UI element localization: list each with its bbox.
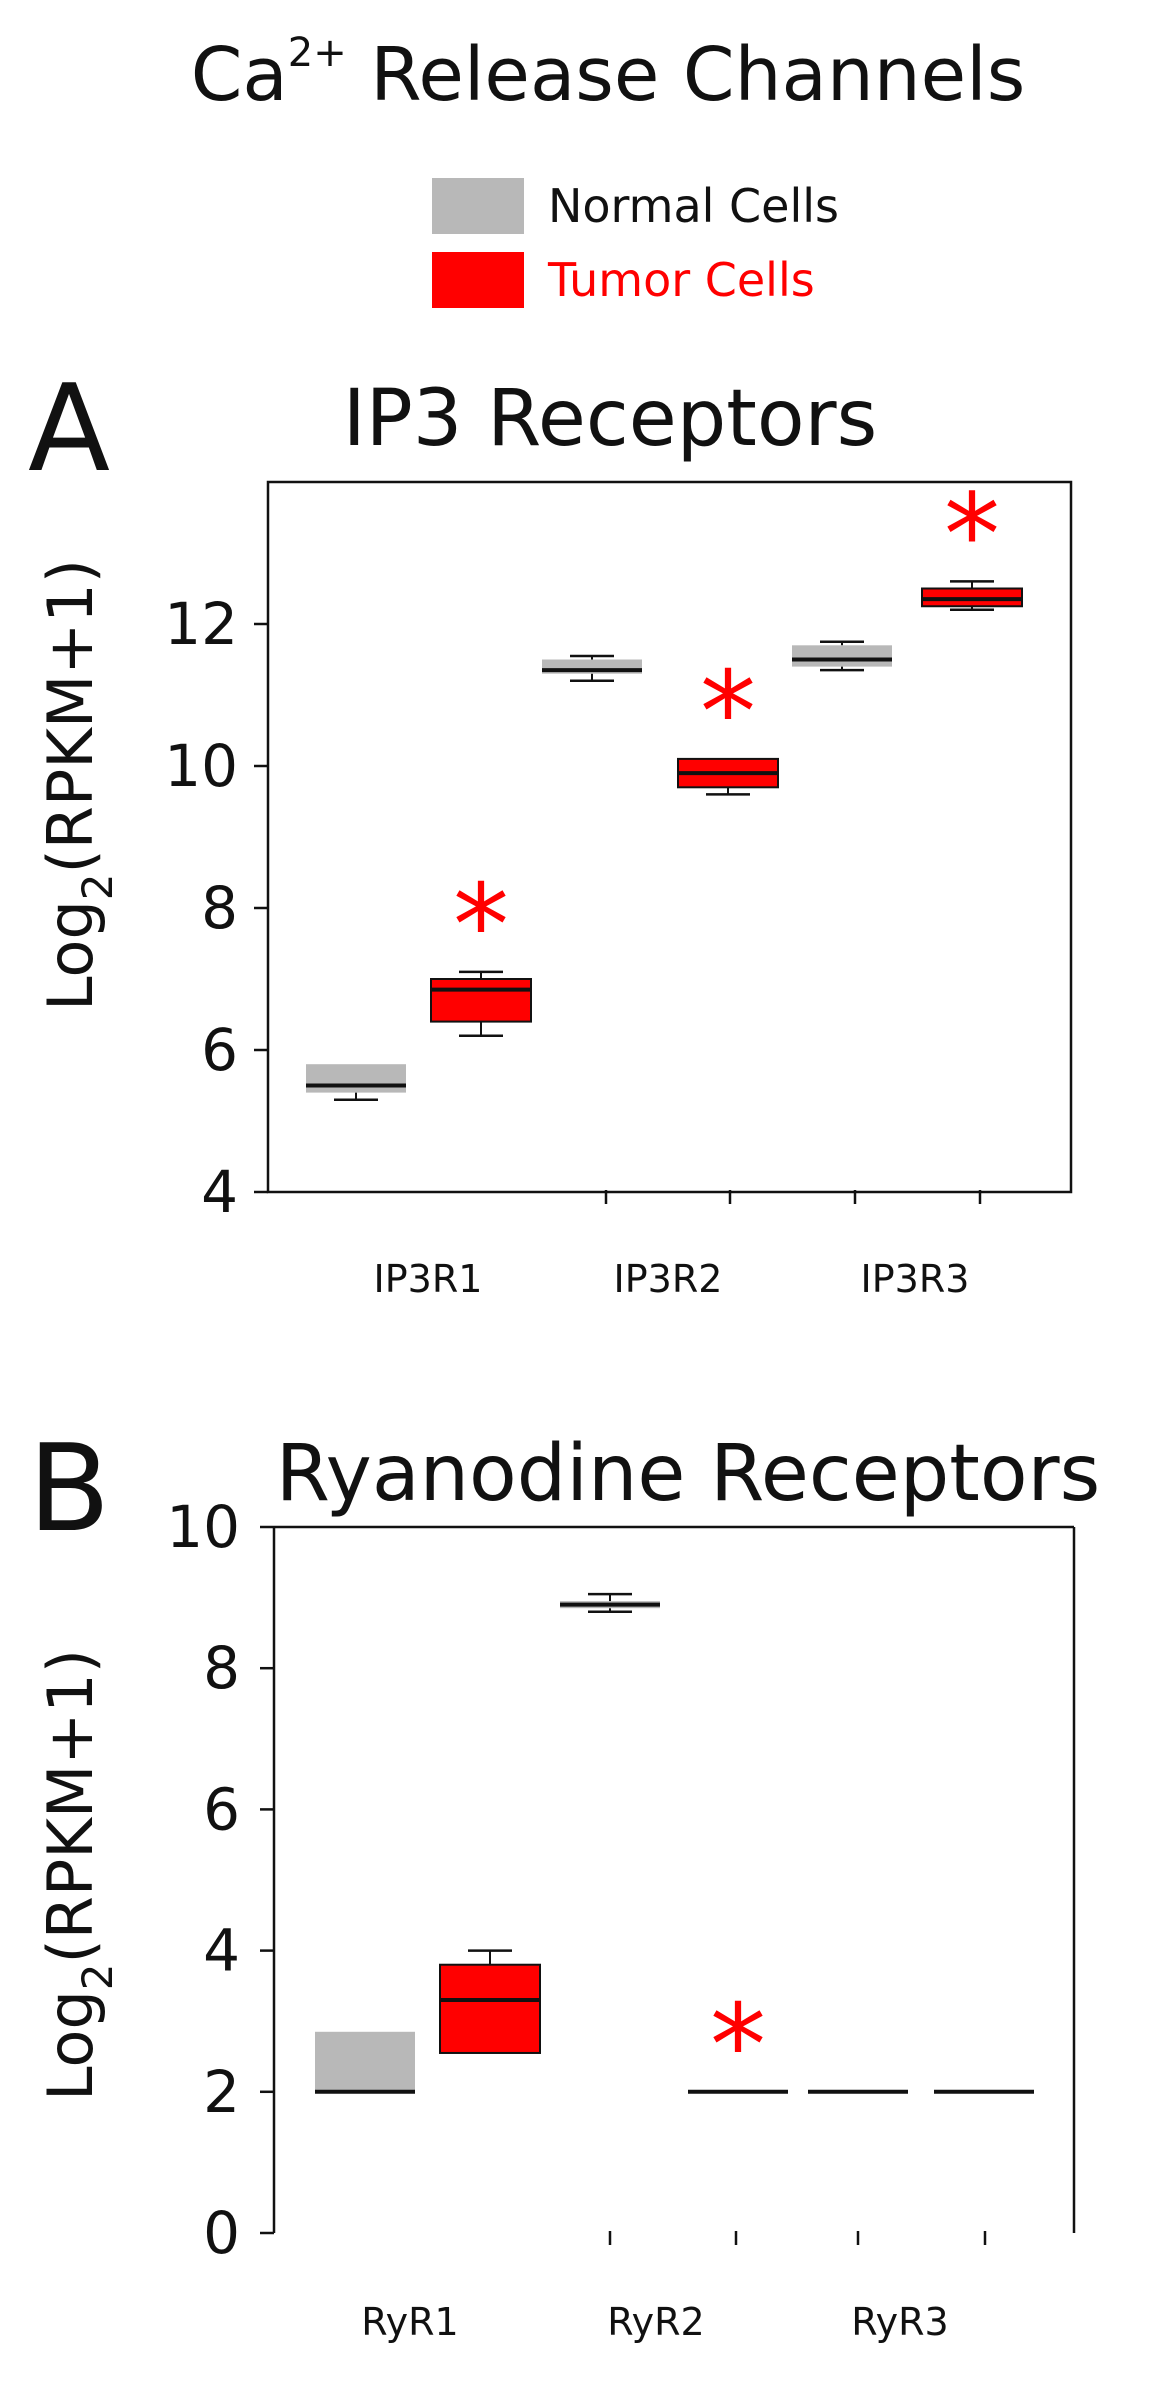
panel-a-plot-area: 4 6 8 10 12 IP3R1 IP3R2 IP3R3 * * * [164, 470, 1073, 1301]
panel-b-title: Ryanodine Receptors [276, 1429, 1101, 1519]
panel-a-box-normal-cells-ip3r2 [542, 654, 642, 683]
panel-b-x-tick-label: RyR1 [361, 2300, 458, 2344]
panel-b-y-tick-label: 6 [203, 1775, 240, 1843]
panel-b-plot-area: 0 2 4 6 8 10 RyR1 RyR2 RyR3 * [166, 1493, 1076, 2344]
panel-a-box-tumor-cells-ip3r1: * [430, 861, 532, 1038]
panel-a-y-tick-label: 6 [201, 1016, 238, 1084]
panel-a-y-axis-label-subscript: 2 [73, 873, 122, 900]
panel-b-y-axis-label-subscript: 2 [73, 1963, 122, 1990]
figure-title-superscript: 2+ [288, 30, 347, 76]
panel-a-y-tick-label: 4 [201, 1158, 238, 1226]
panel-a-y-axis-label-main: Log [34, 900, 107, 1011]
panel-a-y-tick-label: 12 [164, 590, 238, 658]
legend-swatch-normal [432, 178, 524, 234]
panel-a-y-axis-label-rest: (RPKM+1) [34, 559, 107, 873]
panel-b-y-tick-label: 10 [166, 1493, 240, 1561]
panel-a-plot-frame [266, 480, 1073, 1194]
panel-a-box-normal-cells-ip3r3 [792, 640, 892, 672]
panel-b-y-tick-label: 2 [203, 2058, 240, 2126]
panel-a: A IP3 Receptors Log2(RPKM+1) 4 6 8 10 12 IP3R… [28, 360, 1073, 1301]
legend-label-normal: Normal Cells [548, 179, 839, 233]
panel-b: B Ryanodine Receptors Log2(RPKM+1) 02468… [28, 1420, 1100, 2344]
panel-a-significance-star: * [944, 470, 1000, 600]
panel-a-box-normal-cells-ip3r1 [306, 1064, 406, 1101]
panel-b-box-normal-cells-ryr1 [315, 2031, 415, 2094]
panel-a-x-tick-label: IP3R3 [861, 1257, 970, 1301]
panel-b-box-tumor-cells-ryr2: * [688, 1981, 788, 2111]
panel-a-box-body [792, 645, 892, 667]
panel-b-x-tick-label: RyR3 [851, 2300, 948, 2344]
panel-b-box-normal-cells-ryr2 [560, 1592, 660, 1613]
panel-a-box-tumor-cells-ip3r2: * [677, 648, 779, 796]
figure-title-main: Ca [191, 32, 288, 118]
panel-a-x-tick-label: IP3R2 [614, 1257, 723, 1301]
figure-title-rest: Release Channels [347, 32, 1026, 118]
panel-a-y-tick-label: 10 [164, 732, 238, 800]
panel-a-title: IP3 Receptors [343, 374, 878, 464]
panel-b-y-tick-label: 0 [203, 2199, 240, 2267]
panel-b-y-axis-label: Log2(RPKM+1) [34, 1649, 122, 2101]
panel-b-significance-star: * [710, 1981, 766, 2111]
panel-b-box-tumor-cells-ryr1 [439, 1949, 541, 2054]
panel-b-letter: B [28, 1420, 110, 1559]
panel-b-x-tick-label: RyR2 [607, 2300, 704, 2344]
panel-a-box-body [430, 978, 532, 1023]
panel-a-significance-star: * [453, 861, 509, 991]
panel-a-y-tick-label: 8 [201, 874, 238, 942]
panel-b-y-tick-label: 4 [203, 1917, 240, 1985]
figure-title: Ca2+ Release Channels [191, 30, 1026, 118]
panel-b-y-axis-label-main: Log [34, 1990, 107, 2101]
panel-b-box-body [315, 2031, 415, 2092]
panel-a-x-tick-label: IP3R1 [374, 1257, 483, 1301]
panel-a-y-axis-label: Log2(RPKM+1) [34, 559, 122, 1011]
legend-label-tumor: Tumor Cells [547, 253, 815, 307]
legend-swatch-tumor [432, 252, 524, 308]
panel-a-letter: A [28, 360, 110, 499]
legend: Normal Cells Tumor Cells [432, 178, 839, 308]
panel-a-box-tumor-cells-ip3r3: * [921, 470, 1023, 612]
panel-b-y-tick-label: 8 [203, 1634, 240, 1702]
panel-b-y-axis-label-rest: (RPKM+1) [34, 1649, 107, 1963]
panel-a-significance-star: * [700, 648, 756, 778]
panel-b-box-body [439, 1963, 541, 2054]
panel-a-box-body [306, 1064, 406, 1093]
